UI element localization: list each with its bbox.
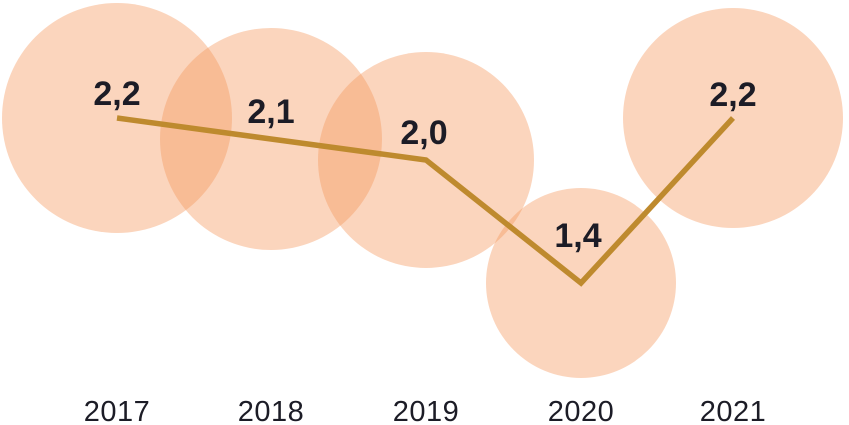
x-axis-label-2019: 2019 (393, 396, 460, 425)
value-label-2020: 1,4 (554, 217, 601, 255)
x-axis-label-2021: 2021 (700, 396, 767, 425)
value-label-group: 2,2 2,1 2,0 1,4 2,2 (93, 75, 756, 255)
x-axis-label-2020: 2020 (548, 396, 615, 425)
x-axis-label-2018: 2018 (238, 396, 305, 425)
value-label-2017: 2,2 (93, 75, 140, 113)
value-label-2018: 2,1 (247, 93, 294, 131)
x-axis-label-2017: 2017 (84, 396, 151, 425)
trend-line (116, 115, 736, 287)
x-axis-label-group: 2017 2018 2019 2020 2021 (84, 396, 767, 425)
value-label-2021: 2,2 (709, 76, 756, 114)
value-label-2019: 2,0 (400, 114, 447, 152)
